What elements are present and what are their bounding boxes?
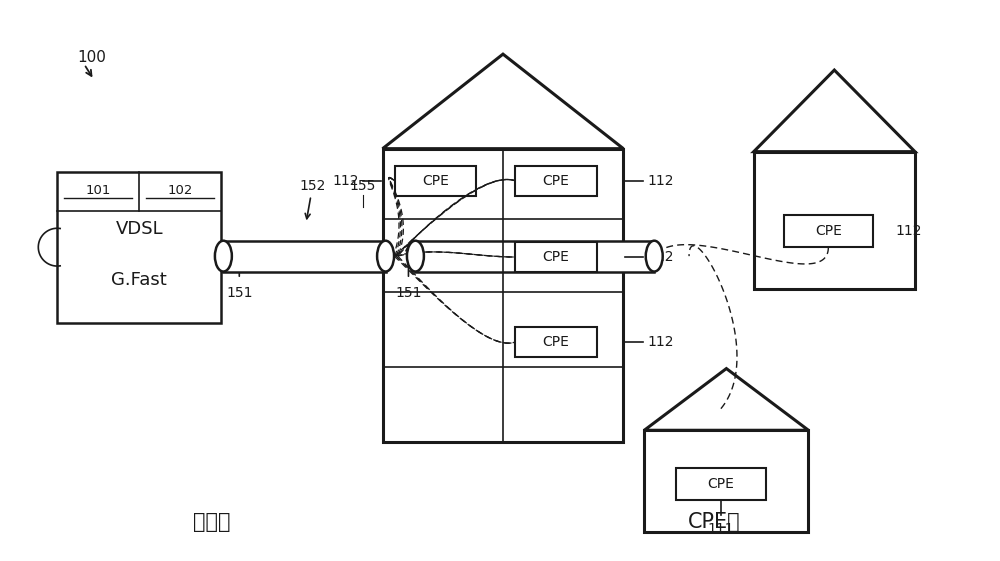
Text: 112: 112 [647, 174, 674, 188]
Polygon shape [644, 430, 808, 532]
Bar [515, 242, 597, 272]
Text: CPE: CPE [542, 250, 569, 264]
Text: CPE: CPE [815, 224, 842, 238]
Text: CPE侧: CPE侧 [688, 512, 740, 532]
Text: 151: 151 [226, 286, 253, 300]
Text: 112: 112 [647, 335, 674, 349]
Text: 112: 112 [647, 250, 674, 264]
Text: CPE: CPE [707, 477, 734, 491]
Bar [223, 241, 386, 272]
Ellipse shape [215, 241, 232, 272]
Polygon shape [754, 70, 915, 151]
Polygon shape [383, 149, 623, 442]
Text: 街道侧: 街道侧 [193, 512, 230, 532]
Text: CPE: CPE [542, 335, 569, 349]
Bar [515, 327, 597, 357]
Bar [415, 241, 654, 272]
Polygon shape [383, 54, 623, 149]
Polygon shape [754, 151, 915, 289]
Text: 101: 101 [86, 184, 111, 197]
Text: VDSL: VDSL [115, 220, 163, 238]
Text: 152: 152 [300, 180, 326, 194]
Text: 151: 151 [395, 286, 422, 300]
Bar [515, 165, 597, 196]
Ellipse shape [407, 241, 424, 272]
Bar [784, 215, 873, 247]
Text: 155: 155 [349, 180, 376, 194]
Text: G.Fast: G.Fast [111, 272, 167, 289]
Text: 155: 155 [517, 180, 543, 194]
Text: 112: 112 [332, 174, 359, 188]
Ellipse shape [646, 241, 663, 272]
Ellipse shape [377, 241, 394, 272]
Text: 111: 111 [708, 522, 734, 536]
Text: CPE: CPE [422, 174, 449, 188]
Text: 102: 102 [168, 184, 193, 197]
Bar [57, 172, 221, 323]
Bar [395, 165, 476, 196]
Text: 112: 112 [895, 224, 922, 238]
Polygon shape [644, 369, 808, 430]
Text: 100: 100 [77, 49, 106, 65]
Text: CPE: CPE [542, 174, 569, 188]
Bar [676, 468, 766, 500]
